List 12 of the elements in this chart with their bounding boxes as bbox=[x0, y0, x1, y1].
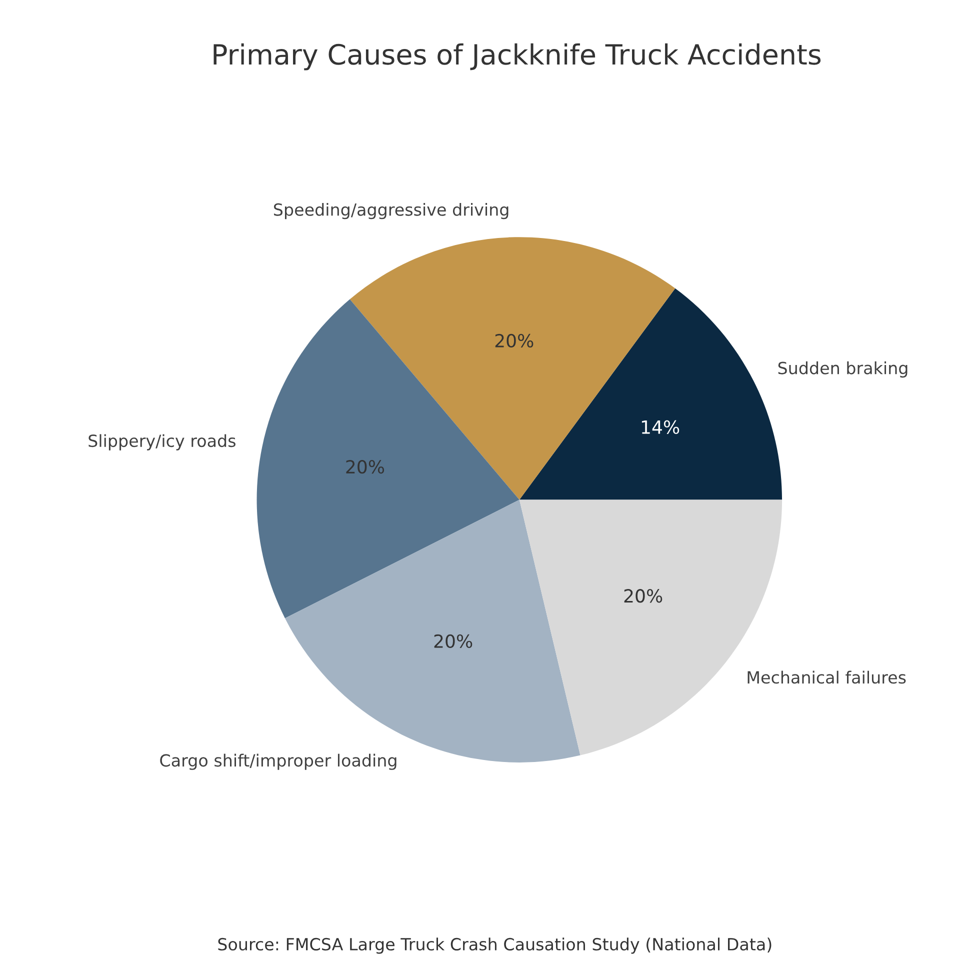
slice-label: Speeding/aggressive driving bbox=[274, 202, 508, 220]
slice-label: Sudden braking bbox=[778, 361, 908, 378]
data-label: 14% bbox=[642, 420, 680, 434]
slice-label: Cargo shift/improper loading bbox=[160, 754, 396, 770]
slice-label: Slippery/icy roads bbox=[88, 434, 236, 450]
data-label: 20% bbox=[495, 334, 534, 348]
data-label: 20% bbox=[434, 634, 472, 648]
data-label: 20% bbox=[346, 460, 384, 474]
slice-label: Mechanical failures bbox=[748, 670, 906, 684]
data-label: 20% bbox=[624, 589, 662, 603]
source-note: Source: FMCSA Large Truck Crash Causation Study (National Data) bbox=[218, 938, 772, 954]
chart-title: Primary Causes of Jackknife Truck Accidents bbox=[214, 43, 821, 70]
